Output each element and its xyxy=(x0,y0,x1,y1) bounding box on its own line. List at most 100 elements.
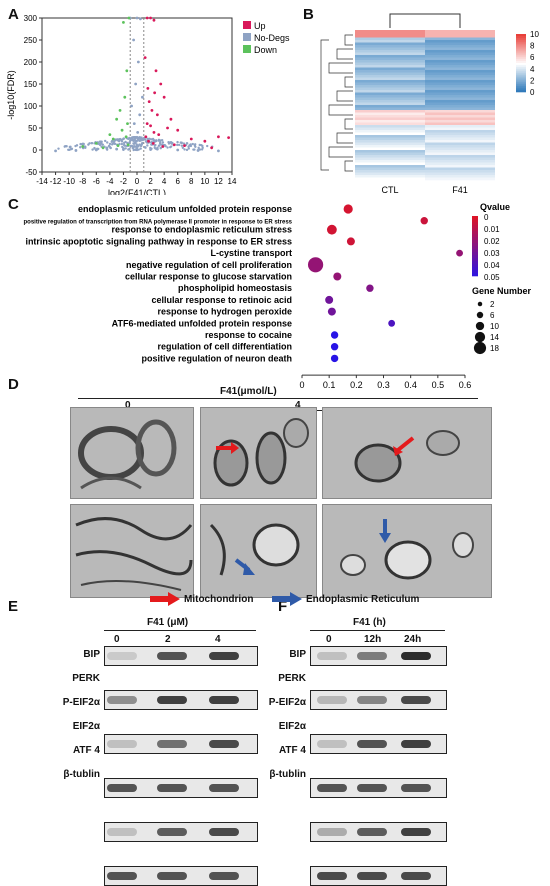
go-x-tick-label: 0.1 xyxy=(323,380,336,388)
panel-label-c: C xyxy=(8,196,19,213)
go-term-label: ATF6-mediated unfolded protein response xyxy=(112,318,292,328)
nodeg-point xyxy=(157,144,161,147)
nodeg-point xyxy=(127,148,130,151)
heatmap-cell-f41 xyxy=(425,142,495,146)
heatmap-cell-ctl xyxy=(355,95,425,98)
colorbar-segment xyxy=(516,82,526,85)
heatmap-cell-ctl xyxy=(355,75,425,78)
nodeg-point xyxy=(159,146,162,150)
qvalue-gradient-segment xyxy=(472,255,478,259)
heatmap-cell-f41 xyxy=(425,70,495,73)
heatmap-cell-f41 xyxy=(425,175,495,178)
heatmap-cell-f41 xyxy=(425,155,495,158)
go-point xyxy=(420,217,428,225)
nodeg-point xyxy=(163,144,167,147)
nodeg-point xyxy=(90,141,93,145)
heatmap-cell-f41 xyxy=(425,80,495,83)
heatmap-col-label-ctl: CTL xyxy=(381,185,398,195)
nodeg-point xyxy=(105,146,108,149)
colorbar-segment xyxy=(516,74,526,77)
heatmap-cell-f41 xyxy=(425,57,495,61)
heatmap-cell-ctl xyxy=(355,125,425,128)
volcano-point-no-degs xyxy=(131,146,135,150)
tem-image-treated-mito-1 xyxy=(200,407,317,499)
volcano-point-down xyxy=(126,143,130,147)
go-point xyxy=(330,331,339,339)
nodeg-point xyxy=(197,146,200,150)
qvalue-gradient-segment xyxy=(472,264,478,268)
heatmap-cell-f41 xyxy=(425,145,495,148)
volcano-point-down xyxy=(108,133,112,137)
heatmap-cell-f41 xyxy=(425,77,495,81)
blot-band xyxy=(357,652,387,660)
blot-band xyxy=(401,740,431,748)
colorbar-segment xyxy=(516,78,526,81)
colorbar-segment xyxy=(516,84,526,87)
nodeg-point xyxy=(75,144,79,147)
go-term-label: cellular response to retinoic acid xyxy=(151,295,292,305)
colorbar-segment xyxy=(516,59,526,62)
qvalue-gradient-segment xyxy=(472,225,478,229)
blot-band xyxy=(157,784,187,792)
nodeg-point xyxy=(79,146,82,149)
gene-number-legend-title: Gene Number xyxy=(472,286,532,296)
nodeg-point xyxy=(98,143,102,147)
heatmap-cell-f41 xyxy=(425,117,495,121)
y-axis-label: -log10(FDR) xyxy=(6,70,16,120)
go-term-label: regulation of cell differentiation xyxy=(157,342,292,352)
nodeg-point xyxy=(177,143,181,147)
nodeg-point xyxy=(128,140,132,143)
nodeg-point xyxy=(122,137,125,140)
tem-image-treated-er-2 xyxy=(322,504,492,598)
heatmap-cell-f41 xyxy=(425,112,495,116)
blot-band xyxy=(317,652,347,660)
heatmap-cell-ctl xyxy=(355,150,425,153)
nodeg-point xyxy=(107,144,111,148)
blot-band xyxy=(209,652,239,660)
blot-band xyxy=(317,740,347,748)
volcano-point-up xyxy=(189,137,193,141)
heatmap-cell-ctl xyxy=(355,112,425,116)
x-tick-label: 12 xyxy=(214,177,223,186)
heatmap-cell-f41 xyxy=(425,35,495,38)
blot-band xyxy=(317,784,347,792)
qvalue-gradient-segment xyxy=(472,216,478,220)
heatmap-cell-ctl xyxy=(355,165,425,168)
mitochondrion-arrow-icon xyxy=(150,592,180,606)
volcano-point-down xyxy=(120,128,124,132)
er-arrow-icon xyxy=(272,592,302,606)
volcano-point-down xyxy=(124,135,128,139)
heatmap-cell-ctl xyxy=(355,130,425,133)
nodeg-point xyxy=(129,144,132,148)
heatmap-cell-f41 xyxy=(425,157,495,161)
heatmap-cell-f41 xyxy=(425,177,495,181)
blot-strip xyxy=(104,690,258,710)
blot-strip xyxy=(310,822,447,842)
blot-f-lane-1: 12h xyxy=(364,634,382,645)
nodeg-point xyxy=(88,142,91,145)
row-dendrogram-branch xyxy=(336,132,353,144)
blot-band xyxy=(209,740,239,748)
volcano-point-no-degs xyxy=(94,148,98,152)
legend-swatch xyxy=(243,33,251,41)
blot-e-lane-2: 4 xyxy=(215,634,221,645)
volcano-point-up xyxy=(151,142,155,145)
heatmap-cell-ctl xyxy=(355,170,425,173)
nodeg-point xyxy=(120,138,123,141)
nodeg-point xyxy=(113,142,116,145)
legend-swatch xyxy=(243,45,251,53)
colorbar-segment xyxy=(516,68,526,72)
heatmap-cell-f41 xyxy=(425,160,495,163)
heatmap-cell-ctl xyxy=(355,115,425,118)
nodeg-point xyxy=(166,146,169,149)
heatmap-cell-f41 xyxy=(425,97,495,101)
heatmap-cell-f41 xyxy=(425,122,495,126)
volcano-point-down xyxy=(111,137,115,141)
blot-e-lane-0: 0 xyxy=(114,634,120,645)
heatmap-cell-f41 xyxy=(425,55,495,58)
blot-band xyxy=(357,740,387,748)
colorbar-segment xyxy=(516,37,526,41)
heatmap-cell-f41 xyxy=(425,92,495,96)
go-term-label: positive regulation of neuron death xyxy=(141,353,292,363)
volcano-point-down xyxy=(126,122,129,125)
